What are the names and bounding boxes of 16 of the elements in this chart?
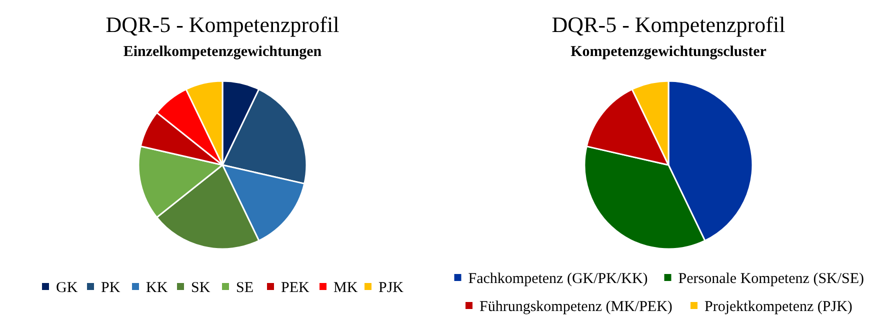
legend-label: Personale Kompetenz (SK/SE): [678, 271, 864, 287]
legend-label: SE: [236, 280, 254, 296]
legend-label: GK: [56, 280, 78, 296]
legend-label: PEK: [281, 280, 310, 296]
chart-title: DQR-5 - Kompetenzprofil: [552, 12, 786, 37]
legend-label: PK: [101, 280, 120, 296]
legend-label: Fachkompetenz (GK/PK/KK): [468, 271, 648, 287]
legend-label: KK: [146, 280, 168, 296]
legend-label: PJK: [378, 280, 404, 296]
legend-label: Führungskompetenz (MK/PEK): [480, 299, 672, 315]
legend-label: MK: [334, 280, 358, 296]
chart-subtitle: Einzelkompetenzgewichtungen: [123, 44, 322, 60]
legend-label: SK: [191, 280, 210, 296]
legend-label: Projektkompetenz (PJK): [704, 299, 852, 315]
chart-subtitle: Kompetenzgewichtungscluster: [570, 44, 767, 60]
chart-title: DQR-5 - Kompetenzprofil: [106, 12, 340, 37]
